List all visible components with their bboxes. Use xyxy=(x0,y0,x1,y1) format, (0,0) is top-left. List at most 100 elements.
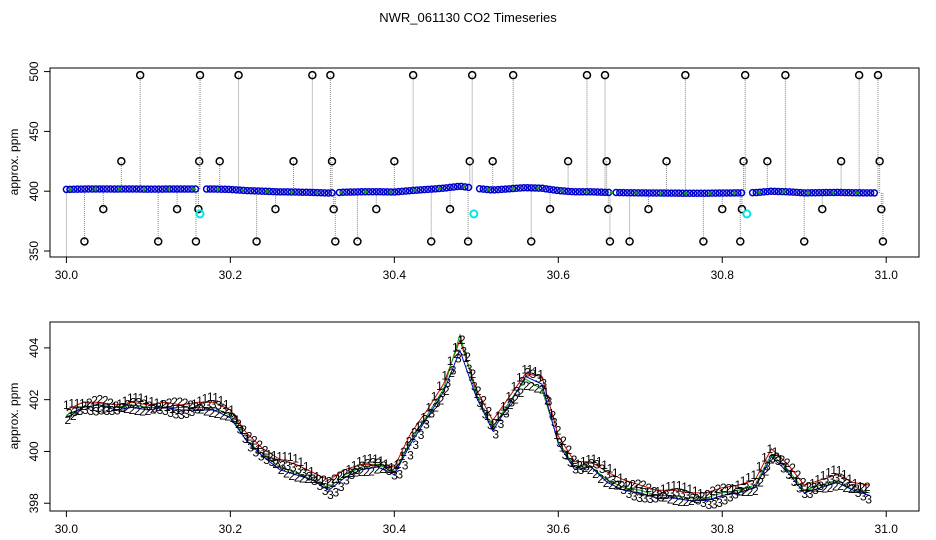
top-x-tick-label: 30.4 xyxy=(383,268,407,282)
spike-marker xyxy=(329,204,338,214)
series-1-marker: 1 xyxy=(319,474,326,488)
data-point-overlay xyxy=(142,187,146,191)
series-1-marker: 1 xyxy=(740,474,747,488)
series-3-marker: 3 xyxy=(215,398,222,412)
data-point xyxy=(497,185,506,194)
series-3-marker: 3 xyxy=(285,459,292,473)
series-3-marker: 3 xyxy=(183,407,190,421)
series-3-marker: 3 xyxy=(93,404,100,418)
data-point xyxy=(568,187,576,196)
series-1-marker: 1 xyxy=(420,411,427,425)
series-2-marker: 2 xyxy=(619,479,626,493)
series-1-marker: 1 xyxy=(692,484,699,498)
series-1-marker: 1 xyxy=(676,479,683,493)
data-point xyxy=(154,185,163,193)
series-1-marker: 1 xyxy=(505,389,512,403)
data-point xyxy=(147,185,155,193)
series-1-marker: 1 xyxy=(223,397,230,411)
series-3-marker: 3 xyxy=(647,492,654,506)
spike-marker xyxy=(877,204,886,214)
series-1-marker: 1 xyxy=(441,368,448,382)
series-3-marker: 3 xyxy=(162,404,169,418)
series-1-marker: 1 xyxy=(798,480,805,494)
spike-marker xyxy=(878,237,888,246)
series-3-marker: 3 xyxy=(668,486,675,500)
data-point xyxy=(427,185,436,193)
series-2-marker: 2 xyxy=(299,472,306,486)
series-2-marker: 2 xyxy=(688,494,695,508)
series-3-marker: 3 xyxy=(658,491,665,505)
data-point xyxy=(224,185,233,194)
series-3-marker: 3 xyxy=(711,497,718,511)
series-1-marker: 1 xyxy=(207,390,214,404)
spike-marker xyxy=(508,70,518,80)
series-3-marker: 3 xyxy=(157,403,164,417)
series-3-marker: 3 xyxy=(572,462,579,476)
series-2-marker: 2 xyxy=(443,384,450,398)
data-point xyxy=(645,189,654,197)
spike-marker xyxy=(191,237,201,246)
data-point xyxy=(542,185,550,193)
series-3-marker: 3 xyxy=(615,478,622,492)
series-2-marker: 2 xyxy=(427,407,434,421)
series-3-marker: 3 xyxy=(508,396,515,410)
series-3-marker: 3 xyxy=(865,493,872,507)
series-1-marker: 1 xyxy=(500,399,507,413)
series-2-marker: 2 xyxy=(821,481,828,495)
series-3-marker: 3 xyxy=(695,494,702,508)
spike-marker xyxy=(234,70,243,80)
series-2-marker: 2 xyxy=(549,408,556,422)
series-1-marker: 1 xyxy=(361,452,368,466)
series-3-marker: 3 xyxy=(322,484,329,498)
data-point xyxy=(697,189,705,197)
series-3-marker: 3 xyxy=(327,488,334,502)
series-3-marker: 3 xyxy=(412,438,419,452)
series-2-marker: 2 xyxy=(581,461,588,475)
series-2-marker: 2 xyxy=(470,367,477,381)
series-2-marker: 2 xyxy=(491,417,498,431)
series-2-marker: 2 xyxy=(736,484,743,498)
data-point xyxy=(475,185,484,193)
data-point xyxy=(446,183,454,192)
series-2-marker: 2 xyxy=(645,481,652,495)
data-point xyxy=(376,187,384,196)
series-3-marker: 3 xyxy=(103,404,110,418)
data-point xyxy=(379,188,388,196)
series-3-marker: 3 xyxy=(567,456,574,470)
series-1-marker: 1 xyxy=(74,396,81,410)
data-point xyxy=(638,189,646,197)
series-1-marker: 1 xyxy=(527,362,534,376)
series-3-marker: 3 xyxy=(620,483,627,497)
series-1-marker: 1 xyxy=(756,460,763,474)
series-2-marker: 2 xyxy=(123,402,130,416)
series-1-marker: 1 xyxy=(244,432,251,446)
data-point xyxy=(582,188,591,196)
series-3-marker: 3 xyxy=(146,399,153,413)
series-3-marker: 3 xyxy=(231,413,238,427)
series-3-marker: 3 xyxy=(418,428,425,442)
data-point xyxy=(730,189,738,197)
series-3-marker: 3 xyxy=(423,417,430,431)
data-point xyxy=(129,185,137,193)
series-1-marker: 1 xyxy=(148,395,155,409)
series-2-marker: 2 xyxy=(379,462,386,476)
series-1-marker: 1 xyxy=(409,429,416,443)
spike-marker xyxy=(463,237,473,246)
data-point xyxy=(435,184,443,193)
series-3-marker: 3 xyxy=(242,432,249,446)
series-2-marker: 2 xyxy=(715,482,722,496)
series-1-marker: 1 xyxy=(191,397,198,411)
spike-marker xyxy=(526,237,536,246)
data-point-overlay xyxy=(634,191,638,195)
top-x-tick-label: 30.6 xyxy=(547,268,571,282)
series-2-marker: 2 xyxy=(741,485,748,499)
series-2-marker: 2 xyxy=(672,494,679,508)
series-3-marker: 3 xyxy=(753,475,760,489)
data-point xyxy=(516,184,524,192)
series-2-marker: 2 xyxy=(166,396,173,410)
flag-marker xyxy=(742,209,752,219)
data-point xyxy=(424,185,432,194)
series-2-marker: 2 xyxy=(294,470,301,484)
series-3-marker: 3 xyxy=(295,463,302,477)
